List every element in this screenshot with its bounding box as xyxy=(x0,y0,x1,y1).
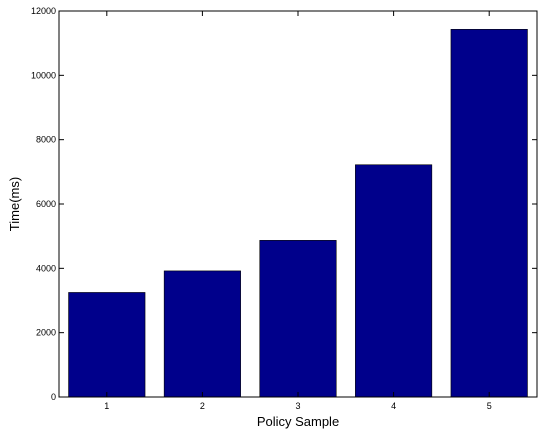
x-tick-label-5: 5 xyxy=(487,401,492,411)
y-tick-label-2000: 2000 xyxy=(36,328,56,338)
bar-4 xyxy=(355,164,433,398)
bars-group xyxy=(68,29,528,398)
x-axis-label: Policy Sample xyxy=(257,414,339,429)
bar-3 xyxy=(259,240,337,398)
bar-5 xyxy=(450,29,528,398)
plot-frame xyxy=(58,10,538,398)
x-axis-ticks: 1 2 3 4 5 xyxy=(104,11,492,411)
x-tick-label-3: 3 xyxy=(295,401,300,411)
y-tick-label-12000: 12000 xyxy=(31,6,56,16)
x-tick-label-4: 4 xyxy=(391,401,396,411)
y-tick-label-4000: 4000 xyxy=(36,263,56,273)
bar-1 xyxy=(68,292,146,398)
y-tick-label-8000: 8000 xyxy=(36,135,56,145)
y-tick-label-6000: 6000 xyxy=(36,199,56,209)
y-axis-label: Time(ms) xyxy=(7,177,22,231)
x-tick-label-1: 1 xyxy=(104,401,109,411)
x-tick-label-2: 2 xyxy=(200,401,205,411)
y-tick-label-10000: 10000 xyxy=(31,70,56,80)
bar-2 xyxy=(163,270,241,398)
y-tick-label-0: 0 xyxy=(51,392,56,402)
